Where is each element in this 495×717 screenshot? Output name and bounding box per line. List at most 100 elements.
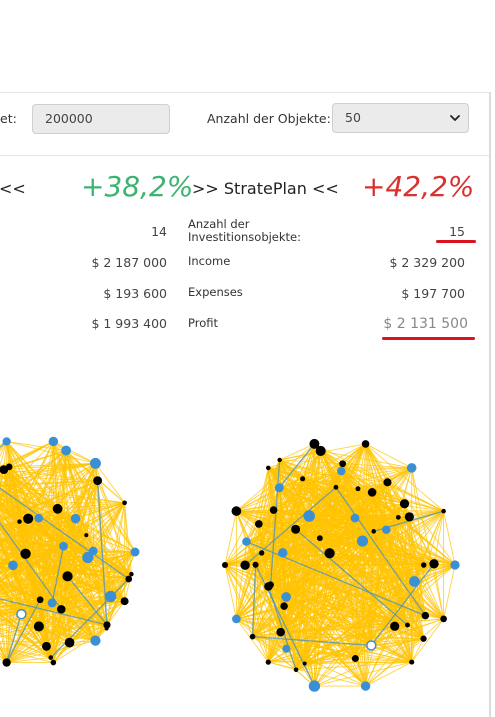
network-edge [319,488,359,539]
network-edge [65,450,98,481]
network-edge-highlight [50,578,130,659]
network-node [339,460,347,468]
network-node [70,513,81,524]
network-edge [97,480,132,575]
network-edge [106,573,132,626]
network-edge [244,516,399,566]
network-edge [0,610,70,644]
network-edge [0,502,125,580]
profit-highlight-underline [382,337,475,340]
network-edge [38,596,111,627]
network-node [122,500,127,506]
objects-label: Anzahl der Objekte: [207,111,331,126]
network-edge [270,564,424,586]
network-edge [0,480,98,567]
network-edge [279,443,315,461]
network-edge [411,467,445,619]
network-edge [270,478,304,585]
network-edge [252,636,297,671]
network-edge [106,600,125,626]
network-edge [124,502,130,579]
right-plan-expenses-label: Expenses [188,285,243,299]
network-edge [3,469,132,575]
left-plan-profit: $ 1 993 400 [91,316,167,331]
network-node [390,621,400,631]
network-edge [371,492,456,566]
network-edge-highlight [0,522,62,610]
left-network-graph [0,436,140,667]
network-node [265,659,271,665]
left-plan-expenses: $ 193 600 [103,286,167,301]
left-plan-income: $ 2 187 000 [91,255,167,270]
network-edge-highlight [6,614,23,663]
network-edge [280,538,321,633]
network-edge [38,557,89,627]
network-edge [0,441,54,470]
objects-select[interactable]: 50 [332,103,469,133]
network-edge [224,564,253,637]
network-node [360,681,371,691]
network-edge-highlight [0,598,108,626]
network-edge [278,487,310,517]
network-node [90,457,101,469]
network-edge [3,469,58,510]
network-node [2,437,11,446]
network-edge [365,626,396,687]
network-edge [0,610,22,615]
network-edge [335,486,425,566]
network-edge [27,518,132,575]
network-edge-highlight [51,546,65,604]
network-node [16,608,27,620]
network-edge [0,441,8,452]
network-edge [25,553,108,626]
network-edge [443,511,456,566]
network-node [267,581,274,589]
network-node [242,537,251,546]
network-edge [0,538,26,555]
network-edge [61,578,129,610]
right-plan-expenses: $ 197 700 [401,286,465,301]
network-edge [246,459,281,542]
network-edge [370,529,387,646]
network-edge [304,450,322,664]
network-edge [258,486,337,525]
network-edge [38,545,64,627]
right-plan-title: >> StratePlan << [192,179,339,198]
network-edge [295,638,424,671]
network-edge [0,489,64,547]
network-node [350,513,360,523]
network-edge [283,605,372,646]
network-node [383,478,392,487]
network-node [316,535,323,542]
network-edge [302,478,399,518]
network-edge [394,563,435,627]
network-node [367,488,377,497]
network-edge [0,441,54,467]
network-node [441,508,446,514]
network-edge [302,478,387,531]
network-node [308,680,321,692]
network-node [361,440,370,448]
network-edge [0,583,108,626]
network-edge-highlight [295,528,408,626]
network-edge [286,510,444,650]
network-edge [65,450,94,552]
network-edge [0,613,108,626]
network-edge [252,636,287,650]
network-edge [0,541,88,558]
network-edge [0,534,87,551]
network-node [382,525,391,534]
budget-input[interactable]: 200000 [32,104,170,134]
network-edge [0,561,41,601]
network-edge [443,564,456,619]
network-edge [270,584,285,607]
right-plan-percent: +42,2% [362,170,475,203]
count-highlight-underline [436,240,476,243]
network-edge [258,478,303,525]
network-edge [270,552,330,586]
network-edges [0,440,136,664]
network-node [351,655,359,663]
network-edge [57,508,89,558]
network-node [23,513,34,524]
network-node [409,659,415,665]
